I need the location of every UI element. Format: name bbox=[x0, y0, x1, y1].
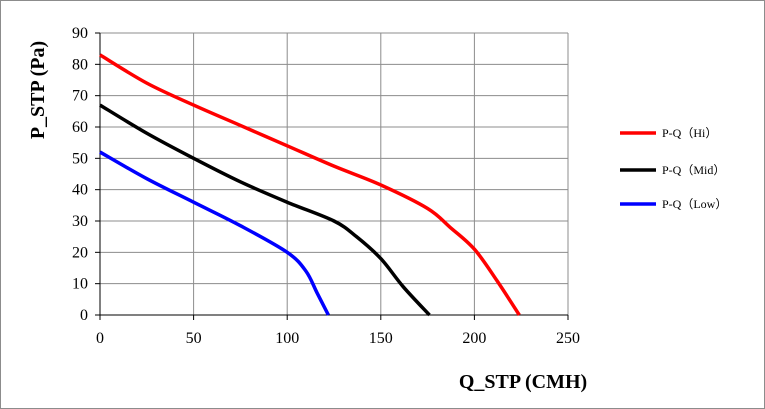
legend-label-mid: P-Q（Mid） bbox=[662, 163, 725, 177]
y-tick-label-1: 10 bbox=[72, 276, 88, 293]
y-tick-label-6: 60 bbox=[72, 119, 88, 136]
y-tick-label-3: 30 bbox=[72, 213, 88, 230]
legend: P-Q（Hi） P-Q（Mid） P-Q（Low） bbox=[620, 126, 727, 211]
series-line-low bbox=[99, 150, 330, 316]
y-tick-label-0: 0 bbox=[80, 307, 88, 324]
y-tick-label-4: 40 bbox=[72, 182, 88, 199]
y-tick-label-2: 20 bbox=[72, 244, 88, 261]
x-tick-label-1: 50 bbox=[186, 330, 202, 347]
series-lines bbox=[99, 53, 521, 317]
x-tick-label-3: 150 bbox=[369, 330, 393, 347]
x-tick-label-2: 100 bbox=[275, 330, 299, 347]
y-tick-label-7: 70 bbox=[72, 88, 88, 105]
x-tick-label-4: 200 bbox=[462, 330, 486, 347]
x-tick-label-5: 250 bbox=[556, 330, 580, 347]
series-line-hi bbox=[99, 53, 521, 316]
legend-label-low: P-Q（Low） bbox=[662, 197, 727, 211]
legend-label-hi: P-Q（Hi） bbox=[662, 126, 717, 140]
x-tick-label-0: 0 bbox=[96, 330, 104, 347]
y-tick-label-9: 90 bbox=[72, 25, 88, 42]
grid bbox=[100, 32, 569, 315]
x-axis-title: Q_STP (CMH) bbox=[459, 371, 587, 393]
y-tick-label-8: 80 bbox=[72, 56, 88, 73]
y-axis-title: P_STP (Pa) bbox=[27, 41, 49, 139]
series-line-mid bbox=[99, 103, 431, 317]
y-tick-label-5: 50 bbox=[72, 150, 88, 167]
tick-labels: 0 10 20 30 40 50 60 70 80 90 0 50 100 150 200 250 bbox=[72, 25, 580, 347]
axes bbox=[95, 32, 569, 320]
